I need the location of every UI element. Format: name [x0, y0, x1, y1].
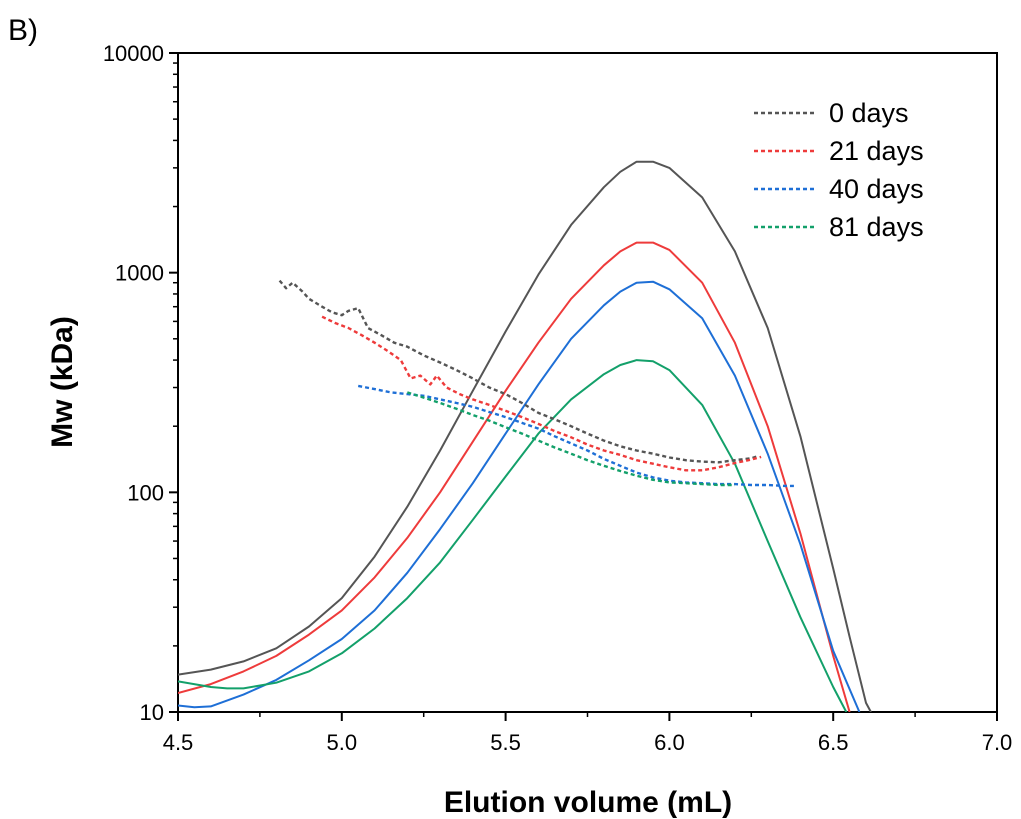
legend-label: 0 days: [829, 98, 909, 128]
series-line-signal-21-days: [178, 241, 851, 712]
y-tick-label: 1000: [115, 261, 164, 286]
series-line-mw-21-days: [321, 315, 762, 472]
x-tick-label: 7.0: [982, 730, 1013, 755]
legend-label: 21 days: [829, 136, 924, 166]
x-tick-label: 5.0: [327, 730, 358, 755]
x-tick-label: 5.5: [490, 730, 521, 755]
panel-label: B): [8, 14, 38, 47]
y-tick-label: 10000: [103, 41, 164, 66]
x-tick-label: 6.5: [818, 730, 849, 755]
x-axis: 4.5 5.0 5.5 6.0 6.5 7.0: [163, 712, 1013, 755]
series-line-mw-0-days: [278, 279, 759, 464]
legend: 0 days 21 days 40 days 81 days: [754, 98, 924, 242]
series-line-mw-81-days: [406, 391, 735, 487]
series-line-signal-40-days: [178, 280, 861, 712]
x-axis-label: Elution volume (mL): [444, 786, 732, 819]
series-group: [178, 160, 872, 712]
y-axis-label: Mw (kDa): [46, 316, 79, 448]
legend-label: 81 days: [829, 212, 924, 242]
y-tick-label: 100: [127, 480, 164, 505]
y-tick-label: 10: [140, 700, 164, 725]
series-line-signal-0-days: [178, 160, 872, 712]
legend-label: 40 days: [829, 174, 924, 204]
series-line-mw-40-days: [357, 384, 794, 488]
x-tick-label: 6.0: [654, 730, 685, 755]
x-tick-label: 4.5: [163, 730, 194, 755]
y-axis: 10 100 1000 10000: [103, 41, 178, 725]
